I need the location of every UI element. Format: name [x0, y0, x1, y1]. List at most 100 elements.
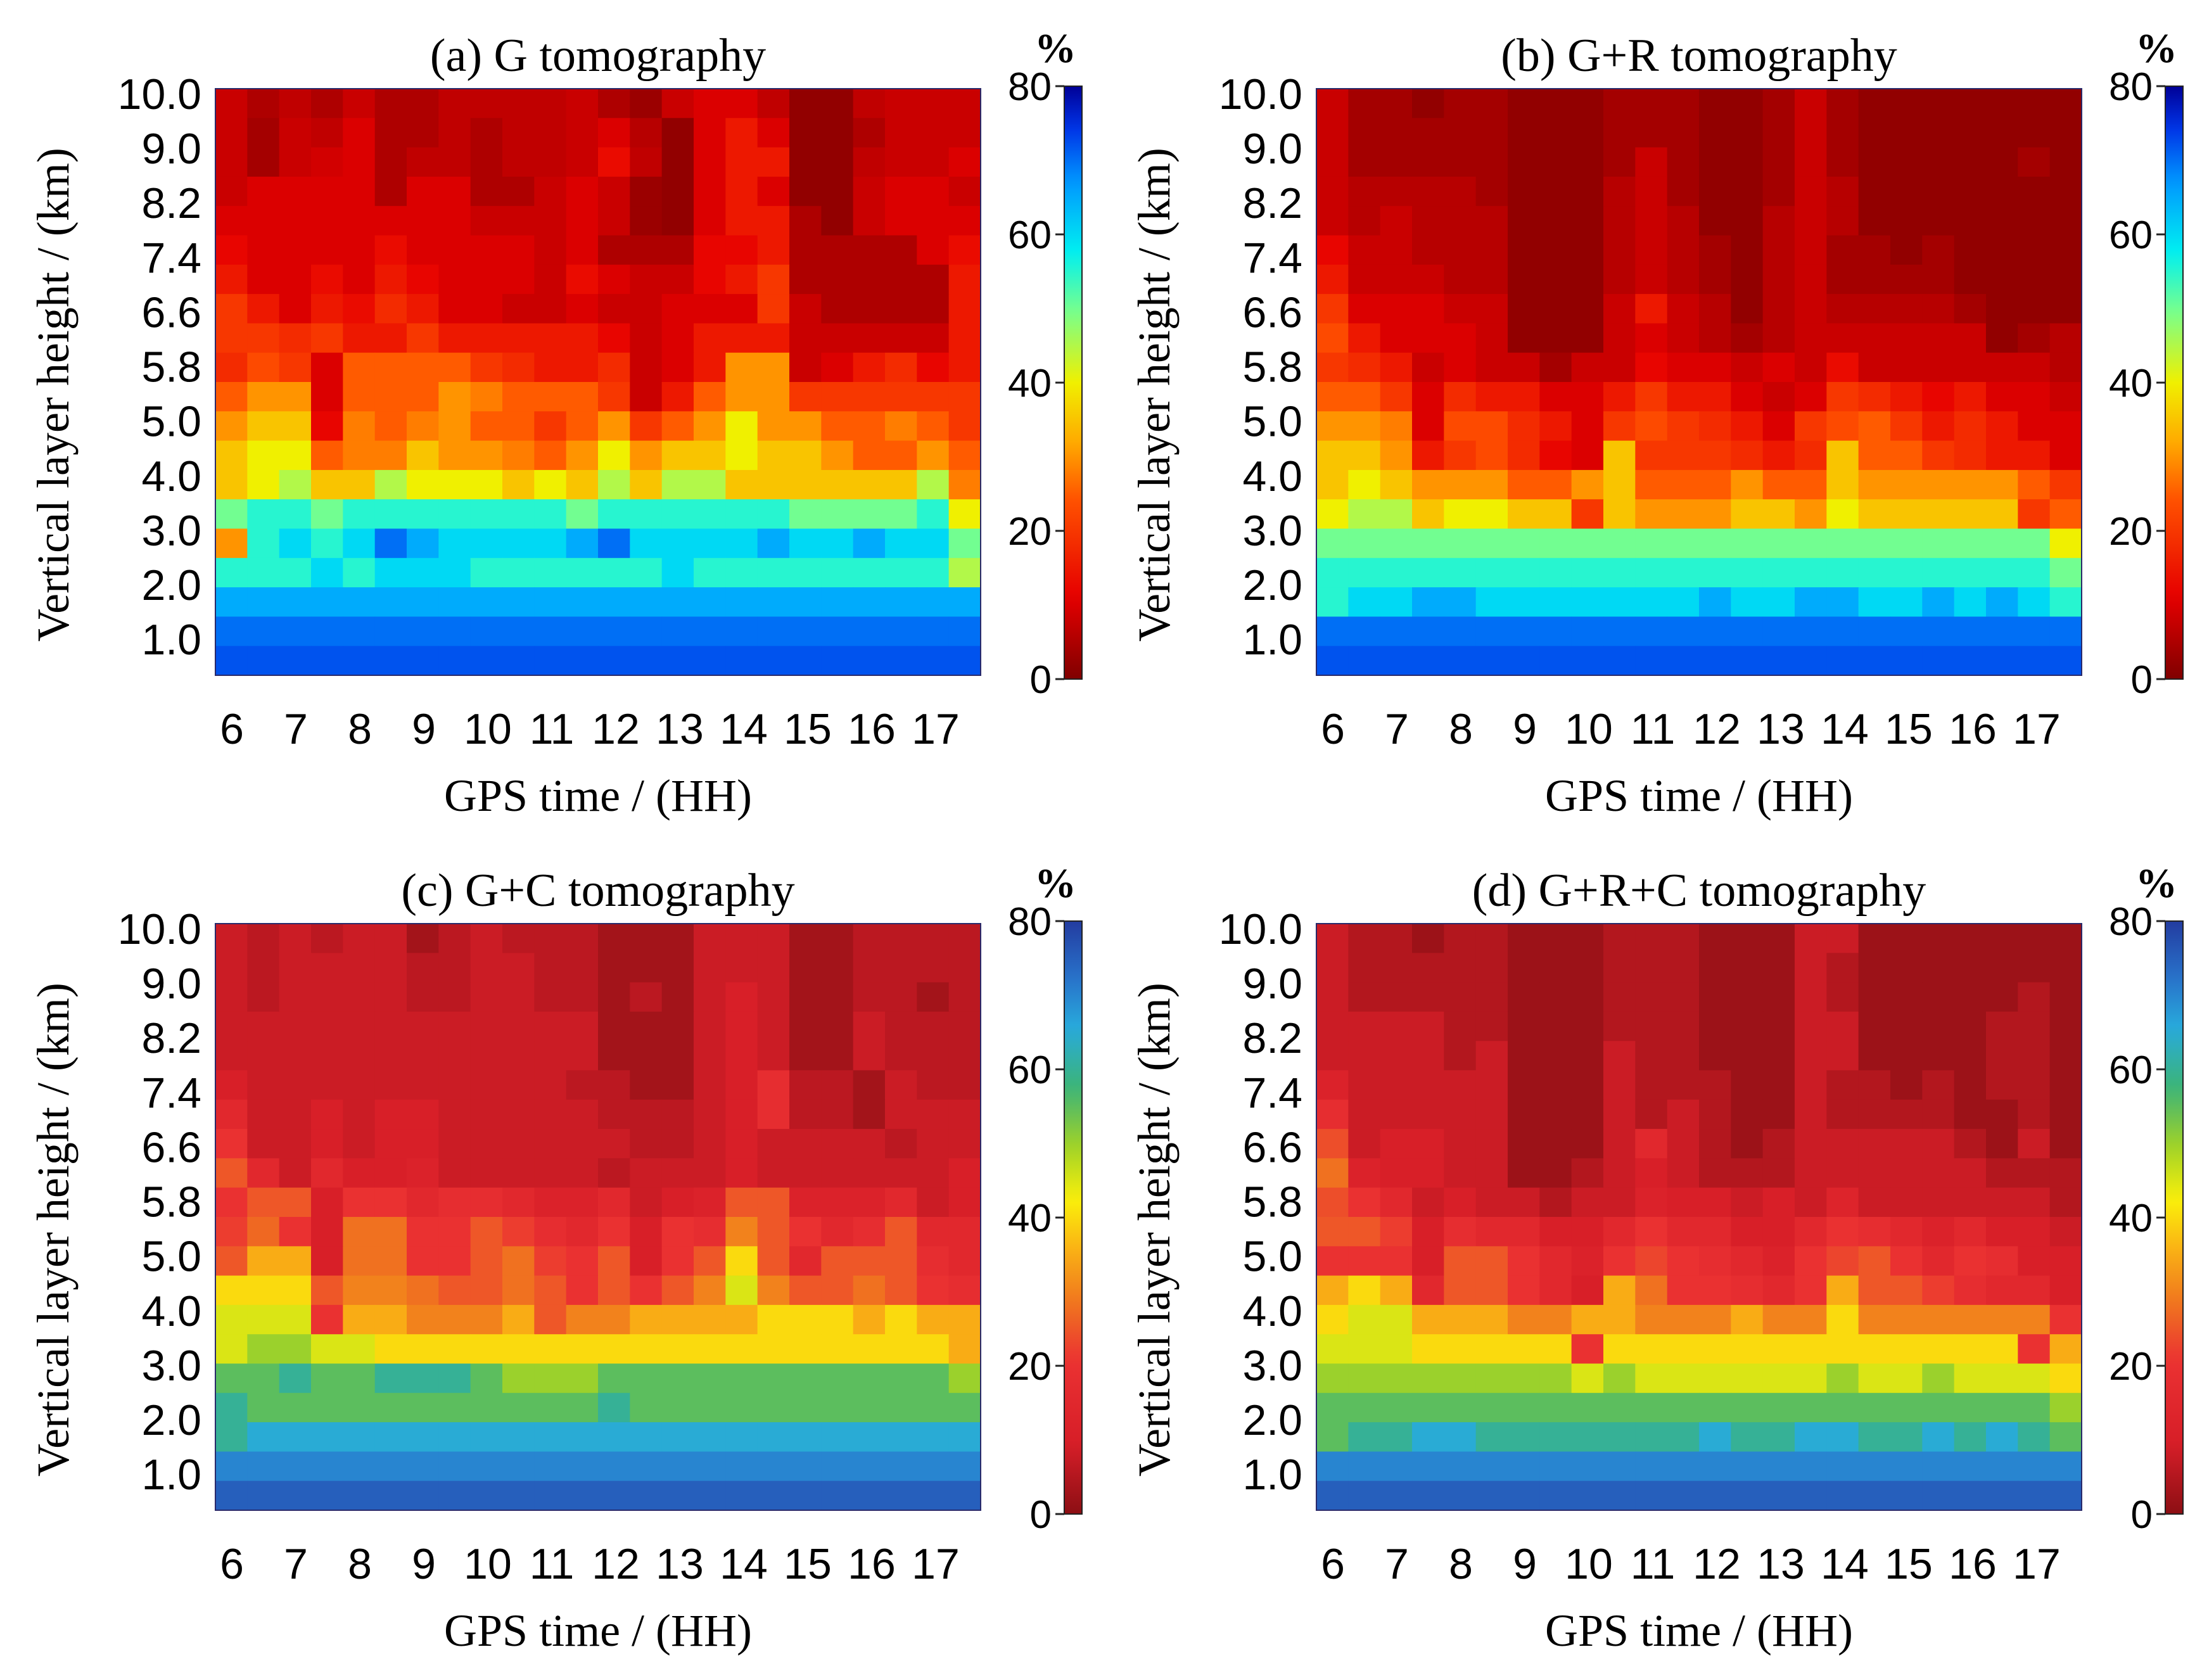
heatmap-cell [885, 646, 917, 676]
heatmap-cell [279, 440, 312, 471]
heatmap-cell [247, 294, 280, 324]
heatmap-cell [1762, 1480, 1795, 1511]
heatmap-cell [1826, 1011, 1859, 1041]
heatmap-cell [502, 557, 535, 588]
heatmap-cell [885, 235, 917, 265]
heatmap-cell [948, 1422, 981, 1452]
heatmap-cell [789, 118, 822, 148]
heatmap-cell [1348, 1480, 1381, 1511]
heatmap-cell [502, 1011, 535, 1041]
heatmap-cell [757, 411, 790, 442]
heatmap-cell [215, 1187, 248, 1218]
heatmap-cell [438, 1480, 471, 1511]
heatmap-cell [757, 1363, 790, 1394]
heatmap-cell [1508, 1363, 1540, 1394]
y-tick-label: 2.0 [1242, 1396, 1302, 1444]
heatmap-cell [2018, 294, 2051, 324]
heatmap-cell [1348, 1246, 1381, 1276]
heatmap-cell [343, 469, 376, 500]
heatmap-cell [1922, 1099, 1955, 1130]
heatmap-cell [1731, 147, 1764, 177]
heatmap-cell [630, 499, 663, 530]
heatmap-cell [853, 1363, 886, 1394]
heatmap-cell [534, 953, 567, 983]
heatmap-cell [1508, 1158, 1540, 1188]
heatmap-cell [694, 147, 726, 177]
y-tick-label: 1.0 [141, 1451, 201, 1499]
heatmap-cell [2049, 1363, 2082, 1394]
heatmap-cell [470, 587, 503, 617]
heatmap-cell [1922, 1070, 1955, 1100]
heatmap-cell [311, 1363, 343, 1394]
heatmap-cell [1667, 1217, 1700, 1247]
heatmap-cell [1731, 499, 1764, 530]
heatmap-cell [598, 499, 630, 530]
heatmap-cell [279, 1041, 312, 1071]
heatmap-cell [885, 616, 917, 647]
heatmap-cell [1890, 557, 1923, 588]
heatmap-cell [374, 1129, 407, 1159]
heatmap-cell [630, 1099, 663, 1130]
heatmap-cell [2018, 352, 2051, 383]
heatmap-cell [407, 147, 439, 177]
heatmap-cell [1762, 1304, 1795, 1335]
heatmap-cell [534, 1217, 567, 1247]
heatmap-cell [948, 1158, 981, 1188]
heatmap-cell [1762, 323, 1795, 353]
heatmap-cell [1731, 646, 1764, 676]
heatmap-cell [725, 440, 758, 471]
heatmap-cell [885, 1480, 917, 1511]
heatmap-cell [215, 982, 248, 1012]
heatmap-cell [948, 264, 981, 295]
heatmap-cell [502, 147, 535, 177]
heatmap-cell [1762, 1041, 1795, 1071]
heatmap-cell [279, 1070, 312, 1100]
heatmap-cell [1667, 176, 1700, 207]
heatmap-cell [1444, 147, 1477, 177]
x-tick-label: 8 [348, 705, 372, 753]
heatmap-cell [1635, 1099, 1668, 1130]
heatmap-cell [853, 1041, 886, 1071]
heatmap-cell [757, 1217, 790, 1247]
heatmap-cell [215, 616, 248, 647]
heatmap-cell [311, 1334, 343, 1365]
heatmap-cell [534, 469, 567, 500]
heatmap-cell [725, 264, 758, 295]
heatmap-cell [215, 1334, 248, 1365]
heatmap-cell [1603, 1480, 1636, 1511]
heatmap-cell [1475, 1304, 1508, 1335]
heatmap-cell [1603, 176, 1636, 207]
heatmap-cell [2018, 235, 2051, 265]
heatmap-cell [1635, 1480, 1668, 1511]
heatmap-cell [1412, 1304, 1444, 1335]
heatmap-cell [1667, 294, 1700, 324]
heatmap-cell [1571, 323, 1604, 353]
heatmap-cell [215, 1041, 248, 1071]
heatmap-cell [917, 616, 950, 647]
heatmap-cell [1858, 1275, 1891, 1306]
heatmap-cell [885, 1041, 917, 1071]
heatmap-cell [853, 616, 886, 647]
heatmap-cell [1571, 1099, 1604, 1130]
heatmap-cell [1954, 1422, 1987, 1452]
heatmap-cell [1890, 1304, 1923, 1335]
heatmap-cell [279, 469, 312, 500]
y-tick-label: 1.0 [141, 616, 201, 664]
heatmap-cell [311, 176, 343, 207]
heatmap-cell [247, 1129, 280, 1159]
heatmap-cell [853, 1451, 886, 1482]
heatmap-cell [247, 352, 280, 383]
heatmap-cell [1826, 1392, 1859, 1423]
colorbar [1064, 920, 1083, 1515]
heatmap-cell [821, 1451, 854, 1482]
heatmap-cell [247, 1099, 280, 1130]
heatmap-cell [757, 982, 790, 1012]
y-tick-label: 1.0 [1242, 616, 1302, 664]
heatmap-cell [821, 528, 854, 559]
heatmap-cell [661, 557, 694, 588]
heatmap-cell [1475, 924, 1508, 953]
heatmap-cell [821, 235, 854, 265]
heatmap-cell [1603, 1070, 1636, 1100]
heatmap-cell [1635, 1187, 1668, 1218]
heatmap-cell [1826, 1041, 1859, 1071]
